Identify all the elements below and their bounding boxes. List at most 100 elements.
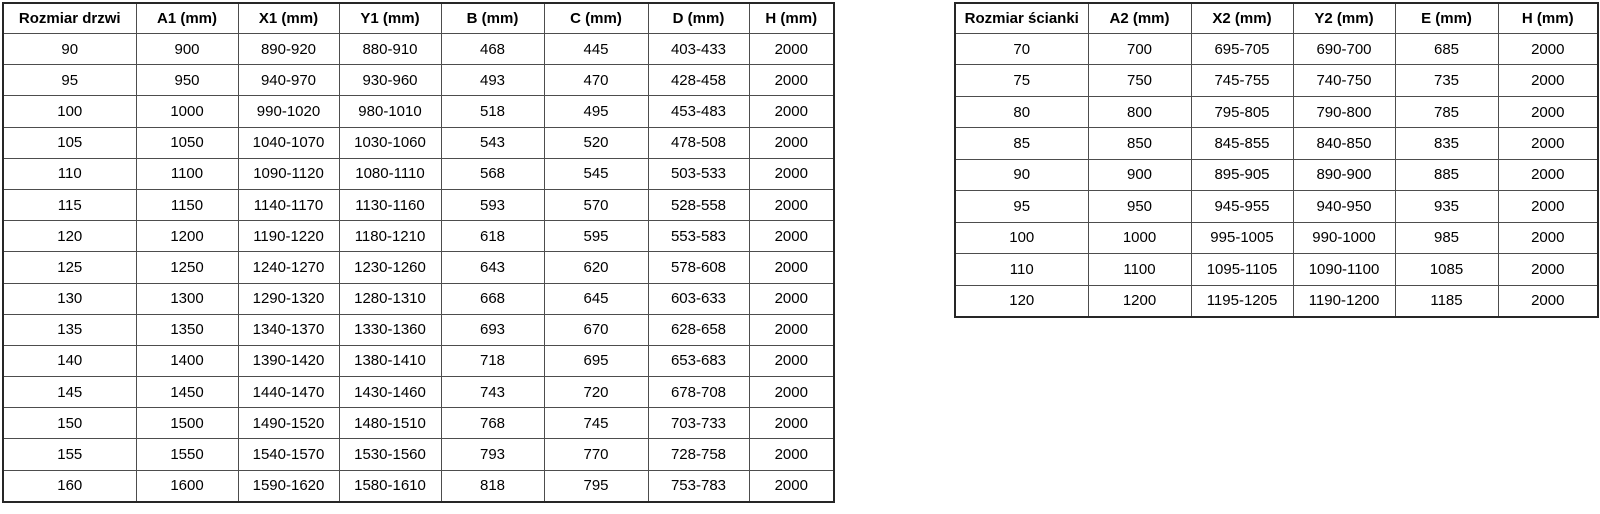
table-cell: 795-805 xyxy=(1190,95,1294,129)
table-row: 130 1300 1290-1320 1280-1310 668 645 603-633 20… xyxy=(2,282,835,315)
table-cell: 130 xyxy=(2,282,137,315)
table-cell: 403-433 xyxy=(647,32,750,66)
column-header: D (mm) xyxy=(647,2,750,34)
table-cell: 2000 xyxy=(748,282,835,315)
table-cell: 2000 xyxy=(1497,64,1599,97)
header-row: Rozmiar ścianki A2 (mm) X2 (mm) Y2 (mm) E (m… xyxy=(954,2,1599,34)
table-cell: 1230-1260 xyxy=(338,251,442,284)
table-cell: 470 xyxy=(543,64,649,97)
table-cell: 750 xyxy=(1087,64,1192,97)
table-cell: 850 xyxy=(1087,127,1192,160)
table-cell: 593 xyxy=(440,188,545,222)
table-row: 110 1100 1095-1105 1090-1100 1085 2000 xyxy=(954,253,1599,286)
table-cell: 1390-1420 xyxy=(237,344,340,378)
column-header: E (mm) xyxy=(1394,2,1499,34)
table-cell: 930-960 xyxy=(338,64,442,97)
table-cell: 75 xyxy=(954,64,1089,97)
door-size-table: Rozmiar drzwi A1 (mm) X1 (mm) Y1 (mm) B (mm)… xyxy=(2,2,835,503)
table-cell: 740-750 xyxy=(1292,64,1396,97)
table-cell: 493 xyxy=(440,64,545,97)
table-cell: 578-608 xyxy=(647,251,750,284)
table-cell: 685 xyxy=(1394,32,1499,66)
table-cell: 768 xyxy=(440,407,545,440)
table-cell: 115 xyxy=(2,188,137,222)
table-cell: 718 xyxy=(440,344,545,378)
table-cell: 618 xyxy=(440,220,545,253)
table-cell: 795 xyxy=(543,469,649,503)
table-cell: 950 xyxy=(135,64,239,97)
column-header: Rozmiar ścianki xyxy=(954,2,1089,34)
table-cell: 670 xyxy=(543,313,649,346)
table-cell: 2000 xyxy=(748,313,835,346)
table-cell: 1590-1620 xyxy=(237,469,340,503)
table-cell: 2000 xyxy=(748,126,835,159)
table-cell: 678-708 xyxy=(647,376,750,409)
table-cell: 900 xyxy=(135,32,239,66)
table-cell: 1200 xyxy=(135,220,239,253)
table-cell: 100 xyxy=(2,95,137,128)
table-cell: 70 xyxy=(954,32,1089,66)
table-cell: 478-508 xyxy=(647,126,750,159)
table-cell: 880-910 xyxy=(338,32,442,66)
table-cell: 1080-1110 xyxy=(338,157,442,190)
table-cell: 1340-1370 xyxy=(237,313,340,346)
table-cell: 628-658 xyxy=(647,313,750,346)
table-cell: 645 xyxy=(543,282,649,315)
table-cell: 125 xyxy=(2,251,137,284)
table-cell: 935 xyxy=(1394,190,1499,223)
table-cell: 155 xyxy=(2,438,137,471)
column-header: A2 (mm) xyxy=(1087,2,1192,34)
table-cell: 1380-1410 xyxy=(338,344,442,378)
table-cell: 785 xyxy=(1394,95,1499,129)
table-cell: 150 xyxy=(2,407,137,440)
table-cell: 90 xyxy=(2,32,137,66)
column-header: Y1 (mm) xyxy=(338,2,442,34)
wall-panel-size-table: Rozmiar ścianki A2 (mm) X2 (mm) Y2 (mm) E (m… xyxy=(954,2,1599,318)
table-row: 90 900 890-920 880-910 468 445 403-433 2000 xyxy=(2,32,835,66)
table-cell: 985 xyxy=(1394,221,1499,255)
table-cell: 95 xyxy=(2,64,137,97)
table-cell: 2000 xyxy=(1497,127,1599,160)
table-cell: 745 xyxy=(543,407,649,440)
table-cell: 885 xyxy=(1394,158,1499,192)
table-cell: 1240-1270 xyxy=(237,251,340,284)
table-cell: 468 xyxy=(440,32,545,66)
table-cell: 145 xyxy=(2,376,137,409)
table-cell: 1030-1060 xyxy=(338,126,442,159)
table-cell: 2000 xyxy=(748,376,835,409)
table-cell: 1350 xyxy=(135,313,239,346)
table-cell: 105 xyxy=(2,126,137,159)
table-cell: 2000 xyxy=(1497,190,1599,223)
table-cell: 835 xyxy=(1394,127,1499,160)
table-cell: 100 xyxy=(954,221,1089,255)
table-cell: 728-758 xyxy=(647,438,750,471)
table-cell: 135 xyxy=(2,313,137,346)
table-cell: 690-700 xyxy=(1292,32,1396,66)
table-cell: 1185 xyxy=(1394,284,1499,318)
table-cell: 85 xyxy=(954,127,1089,160)
table-cell: 1300 xyxy=(135,282,239,315)
table-cell: 495 xyxy=(543,95,649,128)
table-row: 150 1500 1490-1520 1480-1510 768 745 703-733 20… xyxy=(2,407,835,440)
table-cell: 1040-1070 xyxy=(237,126,340,159)
table-cell: 1450 xyxy=(135,376,239,409)
table-cell: 1500 xyxy=(135,407,239,440)
table-cell: 840-850 xyxy=(1292,127,1396,160)
table-row: 145 1450 1440-1470 1430-1460 743 720 678-708 20… xyxy=(2,376,835,409)
table-cell: 528-558 xyxy=(647,188,750,222)
table-cell: 695-705 xyxy=(1190,32,1294,66)
table-cell: 1190-1200 xyxy=(1292,284,1396,318)
column-header: A1 (mm) xyxy=(135,2,239,34)
table-cell: 770 xyxy=(543,438,649,471)
table-cell: 1100 xyxy=(135,157,239,190)
table-cell: 2000 xyxy=(748,32,835,66)
table-cell: 2000 xyxy=(748,188,835,222)
table-row: 85 850 845-855 840-850 835 2000 xyxy=(954,127,1599,160)
table-row: 135 1350 1340-1370 1330-1360 693 670 628-658 20… xyxy=(2,313,835,346)
table-cell: 80 xyxy=(954,95,1089,129)
table-cell: 2000 xyxy=(748,344,835,378)
table-cell: 2000 xyxy=(1497,284,1599,318)
table-row: 100 1000 995-1005 990-1000 985 2000 xyxy=(954,221,1599,255)
table-cell: 453-483 xyxy=(647,95,750,128)
table-cell: 110 xyxy=(2,157,137,190)
